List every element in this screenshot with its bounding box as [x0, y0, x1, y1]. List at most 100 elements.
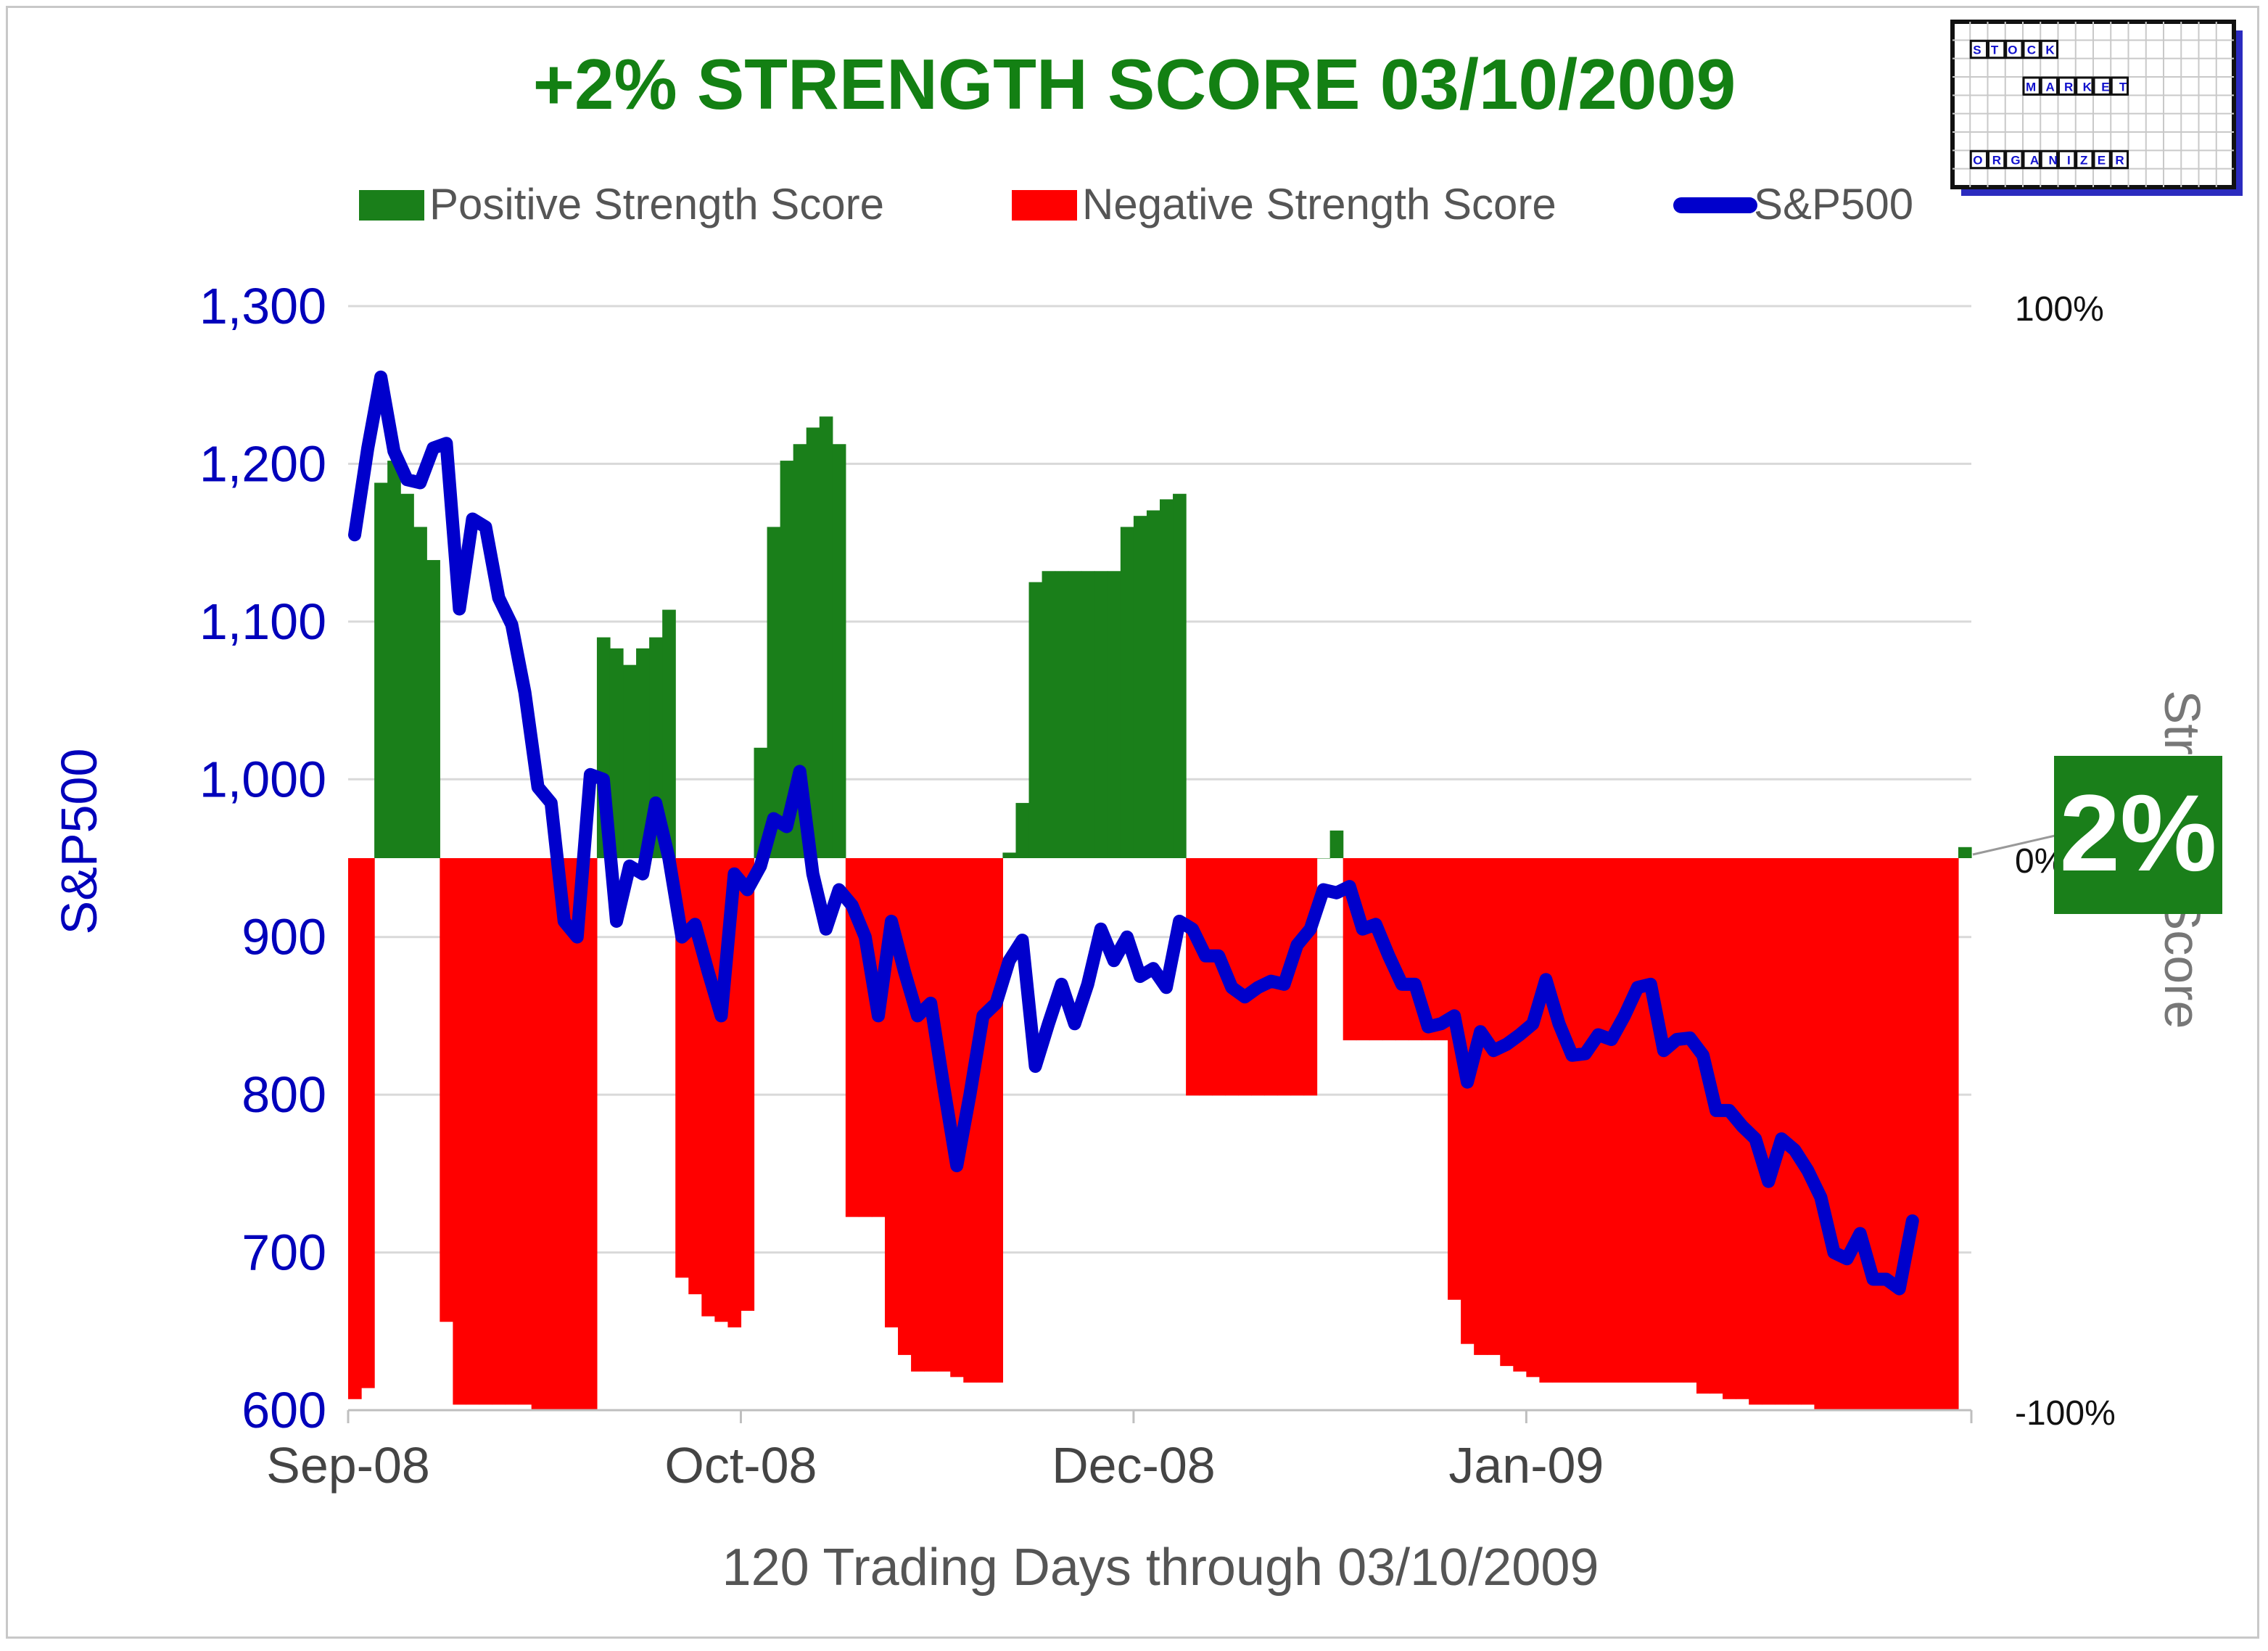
chart-title: +2% STRENGTH SCORE 03/10/2009: [533, 44, 1736, 124]
positive-score-bar: [1316, 858, 1331, 859]
negative-score-bar: [440, 858, 453, 1322]
stock-market-organizer-logo: STOCK MARKET ORGANIZER: [1950, 20, 2243, 196]
y-axis-left-title: S&P500: [51, 749, 107, 935]
negative-score-bar: [1945, 858, 1959, 1410]
positive-score-bar: [1028, 582, 1043, 858]
negative-score-bar: [1461, 858, 1475, 1344]
negative-score-bar: [1931, 858, 1946, 1410]
negative-score-bar: [1552, 858, 1567, 1383]
positive-score-bar: [662, 609, 676, 858]
logo-letter-cell: [1969, 149, 1988, 170]
negative-score-bar: [1840, 858, 1855, 1410]
negative-score-bar: [1565, 858, 1580, 1383]
logo-word-3: ORGANIZER: [1973, 154, 2134, 168]
negative-score-bar: [1251, 858, 1265, 1096]
negative-score-bar: [989, 858, 1004, 1383]
negative-score-bar: [1212, 858, 1226, 1096]
logo-letter-cell: [2058, 149, 2077, 170]
negative-score-bar: [1788, 858, 1802, 1405]
logo-letter-cell: [2075, 149, 2094, 170]
negative-score-bar: [1526, 858, 1540, 1378]
positive-score-bar: [1146, 510, 1160, 858]
logo-letter-cell: [2005, 39, 2024, 59]
negative-score-bar: [557, 858, 572, 1410]
negative-score-bar: [1500, 858, 1514, 1367]
negative-score-bar: [492, 858, 506, 1405]
logo-letter-cell: [2022, 39, 2041, 59]
negative-score-bar: [466, 858, 480, 1405]
positive-score-bar: [1329, 830, 1344, 858]
negative-score-bar: [1591, 858, 1606, 1383]
positive-score-bar: [609, 648, 624, 858]
negative-score-bar: [505, 858, 519, 1405]
negative-score-bar: [1801, 858, 1815, 1405]
positive-score-bar: [1002, 852, 1017, 858]
strength-bars: [348, 416, 1972, 1410]
logo-letter-cell: [2022, 149, 2041, 170]
negative-score-bar: [1918, 858, 1933, 1410]
y-left-tick-label: 800: [242, 1066, 326, 1123]
negative-score-bar: [1683, 858, 1697, 1383]
negative-score-bar: [1814, 858, 1828, 1410]
negative-score-bar: [479, 858, 493, 1405]
callout: 2%: [1972, 756, 2222, 914]
positive-score-bar: [374, 482, 388, 858]
positive-score-bar: [1107, 571, 1121, 858]
negative-score-bar: [1853, 858, 1868, 1410]
logo-word-2: MARKET: [2026, 80, 2137, 94]
negative-score-bar: [1435, 858, 1448, 1041]
negative-score-bar: [583, 858, 598, 1410]
positive-score-bar: [1160, 499, 1174, 858]
logo-letter-cell: [2040, 149, 2058, 170]
positive-score-bar: [1042, 571, 1056, 858]
positive-score-bar: [426, 560, 440, 858]
negative-score-bar: [911, 858, 925, 1372]
negative-score-bar: [1696, 858, 1710, 1394]
logo-letter-cell: [2092, 149, 2111, 170]
negative-score-bar: [1617, 858, 1632, 1383]
sp500-line-group: [348, 370, 1919, 1296]
y-right-tick-label: -100%: [2015, 1394, 2116, 1433]
negative-score-bar: [1879, 858, 1894, 1410]
legend-swatch-negative: [1012, 190, 1077, 221]
logo-letter-cell: [2075, 76, 2094, 96]
positive-score-bar: [1068, 571, 1082, 858]
positive-score-bar: [806, 427, 820, 858]
positive-score-bar: [1094, 571, 1108, 858]
positive-score-bar: [387, 461, 401, 858]
negative-score-bar: [348, 858, 362, 1399]
legend-label-negative: Negative Strength Score: [1082, 180, 1556, 228]
negative-score-bar: [1892, 858, 1907, 1410]
logo-letter-cell: [1987, 149, 2006, 170]
positive-score-bar: [1133, 516, 1147, 858]
positive-score-bar: [1958, 847, 1972, 858]
logo-letter-cell: [1969, 39, 1988, 59]
negative-score-bar: [1448, 858, 1461, 1300]
logo-letter-cell: [2040, 39, 2058, 59]
negative-score-bar: [1395, 858, 1409, 1041]
negative-score-bar: [1644, 858, 1658, 1383]
negative-score-bar: [1630, 858, 1645, 1383]
y-left-tick-label: 1,000: [199, 751, 326, 807]
positive-score-bar: [1081, 571, 1095, 858]
positive-score-bar: [1173, 493, 1187, 858]
negative-score-bar: [1186, 858, 1200, 1096]
y-left-tick-label: 700: [242, 1224, 326, 1281]
negative-score-bar: [1670, 858, 1684, 1383]
negative-score-bar: [1356, 858, 1370, 1041]
negative-score-bar: [531, 858, 545, 1410]
positive-score-bar: [819, 416, 833, 858]
negative-score-bar: [1710, 858, 1723, 1394]
callout-text: 2%: [2060, 772, 2217, 894]
x-axis-title: 120 Trading Days through 03/10/2009: [722, 1539, 1599, 1597]
logo-letter-cell: [2092, 76, 2111, 96]
positive-score-bar: [793, 444, 807, 858]
negative-score-bar: [1604, 858, 1619, 1383]
negative-score-bar: [1775, 858, 1789, 1405]
negative-score-bar: [1539, 858, 1554, 1383]
negative-score-bar: [1487, 858, 1501, 1355]
negative-score-bar: [1905, 858, 1920, 1410]
sp500-line: [348, 370, 1919, 1296]
callout-leader: [1972, 833, 2062, 856]
